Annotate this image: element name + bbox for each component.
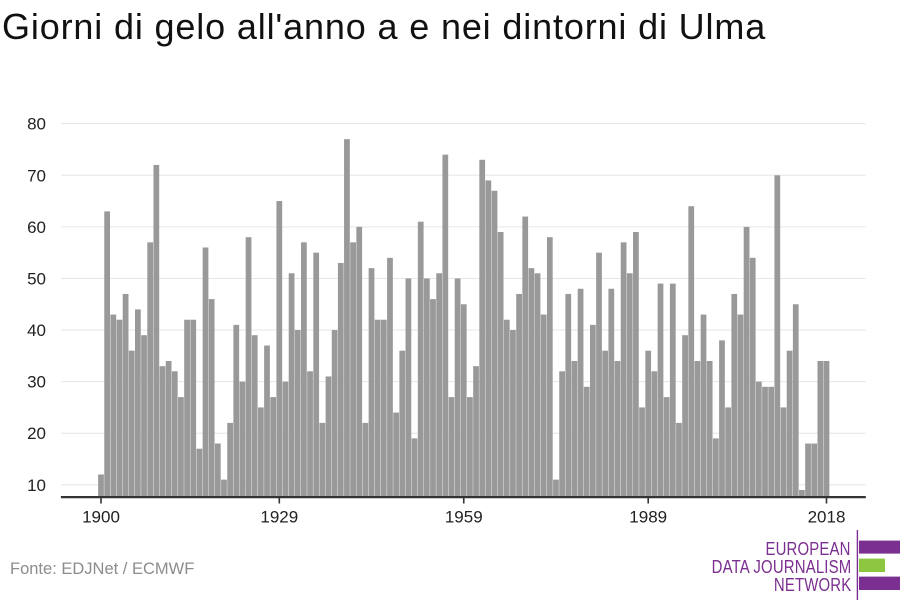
svg-text:1989: 1989 — [629, 508, 667, 527]
svg-text:1900: 1900 — [82, 508, 120, 527]
svg-text:30: 30 — [27, 373, 46, 392]
svg-text:70: 70 — [27, 166, 46, 185]
svg-text:80: 80 — [27, 115, 46, 134]
svg-text:50: 50 — [27, 269, 46, 288]
svg-text:1959: 1959 — [445, 508, 483, 527]
svg-text:1929: 1929 — [260, 508, 298, 527]
svg-text:20: 20 — [27, 424, 46, 443]
svg-text:2018: 2018 — [808, 508, 846, 527]
svg-text:60: 60 — [27, 218, 46, 237]
svg-text:10: 10 — [27, 476, 46, 495]
svg-text:40: 40 — [27, 321, 46, 340]
